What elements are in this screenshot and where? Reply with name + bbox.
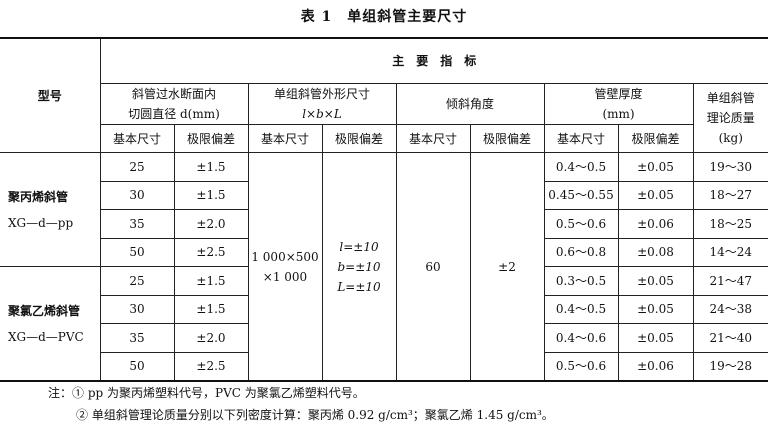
diameter-tol: ±1.5 (173, 266, 249, 296)
wall-basic: 0.5～0.6 (543, 351, 619, 382)
wall-tol: ±0.05 (617, 323, 694, 353)
mass: 21～47 (692, 266, 768, 296)
header-size: 单组斜管外形尺寸 l×b×L (247, 83, 397, 125)
header-basic: 基本尺寸 (543, 124, 619, 153)
diameter-basic: 35 (100, 323, 175, 353)
wall-tol: ±0.06 (617, 351, 694, 382)
wall-tol: ±0.05 (617, 180, 694, 210)
wall-tol: ±0.05 (617, 152, 694, 182)
size-tol: l=±10 b=±10 L=±10 (321, 152, 397, 382)
header-mass: 单组斜管 理论质量 (kg) (692, 83, 768, 153)
wall-tol: ±0.05 (617, 294, 694, 324)
size-basic: 1 000×500 ×1 000 (247, 152, 323, 382)
table-row: 50 ±2.5 0.6～0.8 ±0.08 14～24 (0, 237, 768, 267)
table-row: 聚丙烯斜管 XG—d—pp 25 ±1.5 1 000×500 ×1 000 l=±10 b=… (0, 152, 768, 382)
header-tol: 极限偏差 (469, 124, 545, 153)
wall-basic: 0.6～0.8 (543, 237, 619, 267)
wall-basic: 0.3～0.5 (543, 266, 619, 296)
diameter-basic: 25 (99, 266, 175, 296)
diameter-tol: ±1.5 (173, 294, 249, 324)
wall-tol: ±0.06 (617, 209, 694, 239)
table-title: 表 1 单组斜管主要尺寸 (300, 9, 468, 25)
header-tol: 极限偏差 (617, 124, 693, 153)
wall-basic: 0.45～0.55 (543, 180, 619, 210)
diameter-tol: ±1.5 (173, 180, 249, 210)
wall-tol: ±0.08 (617, 237, 694, 267)
header-basic: 基本尺寸 (100, 124, 175, 153)
header-diameter: 斜管过水断面内 切圆直径 d(mm) (100, 83, 249, 125)
notes: 注：① pp 为聚丙烯塑料代号，PVC 为聚氯乙烯塑料代号。 ② 单组斜管理论质… (48, 382, 554, 426)
header-basic: 基本尺寸 (247, 124, 323, 153)
header-model: 型号 (0, 37, 101, 153)
wall-basic: 0.4～0.6 (543, 323, 619, 353)
header-angle: 倾斜角度 (395, 83, 545, 125)
diameter-tol: ±2.0 (173, 209, 249, 239)
model-cell: 聚氯乙烯斜管 XG—d—PVC (0, 266, 101, 382)
table-row: 35 ±2.0 0.4～0.6 ±0.05 21～40 (0, 323, 768, 353)
mass: 18～25 (692, 209, 768, 239)
mass: 21～40 (692, 323, 768, 353)
table-row: 35 ±2.0 0.5～0.6 ±0.06 18～25 (0, 209, 768, 239)
wall-basic: 0.4～0.5 (543, 152, 619, 182)
angle-tol: ±2 (469, 152, 545, 382)
angle-basic: 60 (395, 152, 471, 382)
diameter-basic: 50 (100, 237, 175, 267)
note-2: ② 单组斜管理论质量分别以下列密度计算：聚丙烯 0.92 g/cm³；聚氯乙烯 … (76, 408, 554, 422)
wall-basic: 0.4～0.5 (543, 294, 619, 324)
header-tol: 极限偏差 (321, 124, 397, 153)
mass: 19～30 (692, 152, 768, 182)
wall-basic: 0.5～0.6 (543, 209, 619, 239)
diameter-tol: ±1.5 (173, 152, 249, 182)
table-row: 聚氯乙烯斜管 XG—d—PVC 25 ±1.5 0.3～0.5 ±0.05 21～47 (0, 266, 768, 382)
diameter-basic: 35 (100, 209, 175, 239)
header-tol: 极限偏差 (173, 124, 249, 153)
diameter-tol: ±2.5 (173, 237, 249, 267)
diameter-basic: 30 (100, 294, 175, 324)
diameter-basic: 50 (100, 351, 175, 382)
header-basic: 基本尺寸 (395, 124, 471, 153)
mass: 19～28 (692, 351, 768, 382)
wall-tol: ±0.05 (617, 266, 694, 296)
diameter-basic: 25 (99, 152, 175, 182)
mass: 24～38 (692, 294, 768, 324)
header-main: 主 要 指 标 (99, 37, 768, 84)
mass: 18～27 (692, 180, 768, 210)
dimensions-table: 型号 主 要 指 标 斜管过水断面内 切圆直径 d(mm) 单组斜管外形尺寸 l×b… (0, 37, 768, 382)
header-wall: 管壁厚度 (mm) (543, 83, 694, 125)
diameter-tol: ±2.5 (173, 351, 249, 382)
model-cell: 聚丙烯斜管 XG—d—pp (0, 152, 101, 267)
diameter-tol: ±2.0 (173, 323, 249, 353)
diameter-basic: 30 (100, 180, 175, 210)
note-1: 注：① pp 为聚丙烯塑料代号，PVC 为聚氯乙烯塑料代号。 (48, 386, 365, 400)
mass: 14～24 (692, 237, 768, 267)
table-row: 50 ±2.5 0.5～0.6 ±0.06 19～28 (0, 351, 768, 382)
